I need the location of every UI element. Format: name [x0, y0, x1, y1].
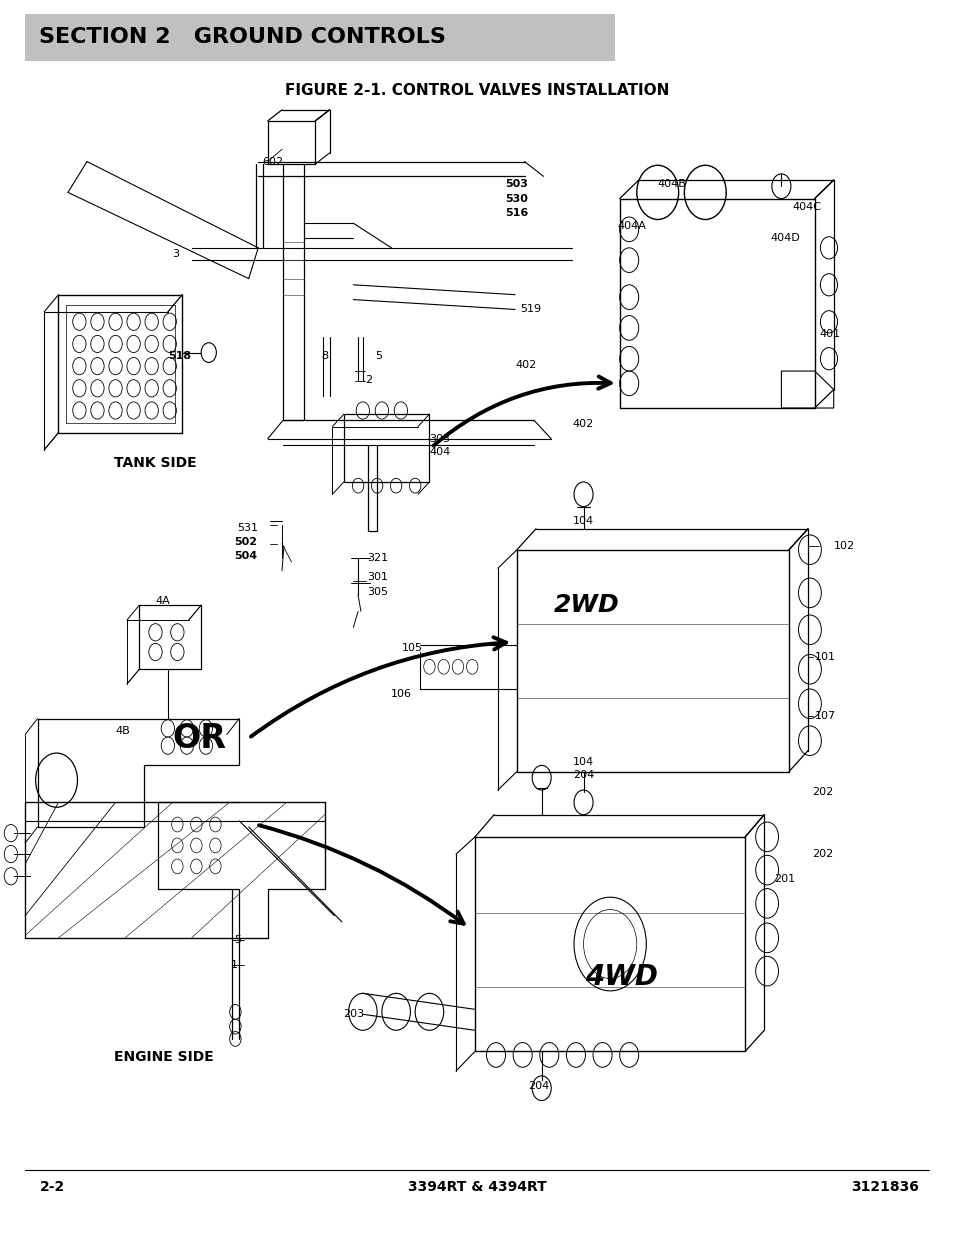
Text: 530: 530: [505, 194, 528, 204]
Text: 404A: 404A: [618, 221, 646, 231]
Text: 202: 202: [811, 850, 832, 860]
Text: 203: 203: [342, 1009, 363, 1019]
Text: 401: 401: [819, 329, 840, 340]
Text: ENGINE SIDE: ENGINE SIDE: [113, 1051, 213, 1065]
Text: 2WD: 2WD: [553, 593, 618, 618]
Text: 3121836: 3121836: [850, 1179, 919, 1194]
Text: 402: 402: [573, 419, 594, 429]
Text: TANK SIDE: TANK SIDE: [113, 457, 196, 471]
Text: 402: 402: [516, 359, 537, 370]
Text: 201: 201: [773, 873, 794, 884]
Text: 8: 8: [321, 351, 328, 362]
Text: 404: 404: [429, 447, 450, 457]
Text: 404C: 404C: [792, 203, 821, 212]
Text: 519: 519: [519, 305, 540, 315]
Text: SECTION 2   GROUND CONTROLS: SECTION 2 GROUND CONTROLS: [39, 27, 446, 47]
Text: 105: 105: [401, 643, 422, 653]
Text: 518: 518: [169, 351, 192, 362]
Text: 503: 503: [505, 179, 528, 189]
Text: 107: 107: [814, 711, 835, 721]
Text: 4A: 4A: [155, 597, 171, 606]
Text: 305: 305: [367, 587, 388, 597]
Text: FIGURE 2-1. CONTROL VALVES INSTALLATION: FIGURE 2-1. CONTROL VALVES INSTALLATION: [285, 83, 668, 98]
Text: 303: 303: [429, 433, 450, 443]
Text: 4WD: 4WD: [584, 963, 658, 992]
Text: 321: 321: [367, 553, 388, 563]
Text: 204: 204: [573, 771, 594, 781]
Text: 5: 5: [233, 935, 240, 945]
Text: 102: 102: [833, 541, 854, 551]
Text: 5: 5: [375, 351, 382, 362]
Text: 301: 301: [367, 572, 388, 582]
Text: 602: 602: [262, 157, 283, 167]
Text: 3: 3: [172, 249, 179, 259]
Text: 106: 106: [390, 689, 411, 699]
Text: 202: 202: [811, 788, 832, 798]
Text: 3394RT & 4394RT: 3394RT & 4394RT: [407, 1179, 546, 1194]
Text: 101: 101: [814, 652, 835, 662]
Text: 516: 516: [505, 209, 528, 219]
Text: OR: OR: [172, 721, 226, 755]
Text: 4B: 4B: [115, 726, 131, 736]
Text: 404D: 404D: [769, 233, 799, 243]
Text: 204: 204: [528, 1081, 549, 1091]
Text: 2: 2: [364, 374, 372, 384]
Text: 104: 104: [573, 757, 594, 767]
Text: 2-2: 2-2: [39, 1179, 65, 1194]
Text: 504: 504: [234, 551, 257, 561]
Text: 1: 1: [231, 960, 237, 969]
Text: 104: 104: [573, 516, 594, 526]
Text: 404B: 404B: [657, 179, 686, 189]
Text: 531: 531: [237, 522, 258, 532]
Bar: [25, 14, 615, 61]
Text: 502: 502: [234, 537, 257, 547]
